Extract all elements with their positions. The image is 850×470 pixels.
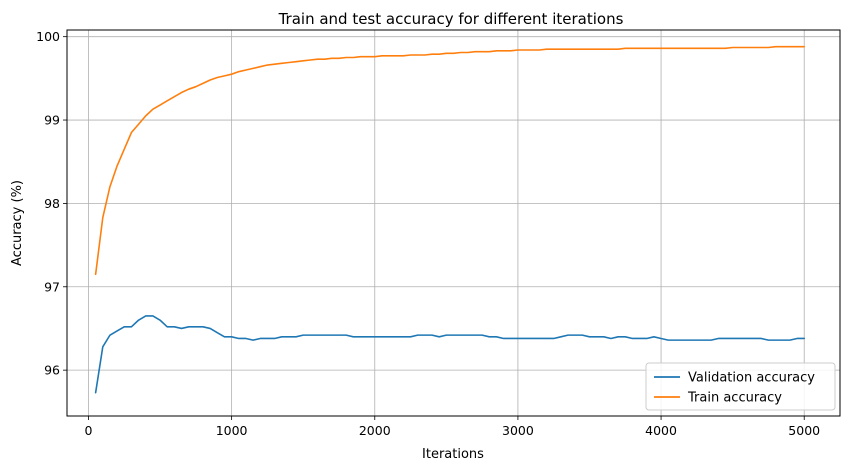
legend-box <box>645 362 836 411</box>
series-line-0 <box>94 315 806 394</box>
x-tick-label: 4000 <box>645 423 677 438</box>
x-axis-label: Iterations <box>422 447 484 462</box>
chart-title: Train and test accuracy for different it… <box>278 10 624 28</box>
grid <box>67 30 840 416</box>
y-axis-label: Accuracy (%) <box>10 180 25 266</box>
plot-frame <box>66 29 841 417</box>
x-tick-label: 1000 <box>216 423 248 438</box>
x-tick-label: 5000 <box>788 423 820 438</box>
x-tick-label: 3000 <box>502 423 534 438</box>
y-tick-label: 97 <box>44 279 60 294</box>
y-tick-label: 98 <box>44 196 60 211</box>
y-tick-label: 96 <box>44 363 60 378</box>
x-tick-label: 0 <box>84 423 92 438</box>
legend: Validation accuracy Train accuracy <box>645 362 836 411</box>
x-axis: 0 1000 2000 3000 4000 5000 <box>84 416 820 438</box>
y-tick-label: 99 <box>44 113 60 128</box>
x-tick-label: 2000 <box>359 423 391 438</box>
y-axis: 96 97 98 99 100 <box>36 29 67 378</box>
series-line-1 <box>94 45 806 276</box>
series-layer <box>94 45 806 394</box>
legend-label: Validation accuracy <box>688 371 815 386</box>
y-tick-label: 100 <box>36 29 60 44</box>
legend-label: Train accuracy <box>687 391 782 406</box>
